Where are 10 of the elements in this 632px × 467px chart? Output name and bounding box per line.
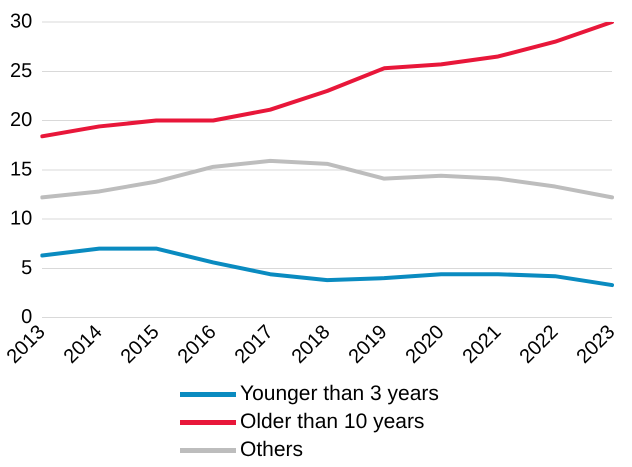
y-tick-label: 30 [10,10,32,33]
y-tick-label: 10 [10,208,32,230]
y-tick-label: 25 [10,60,32,82]
y-tick-label: 5 [21,256,32,279]
legend-label: Older than 10 years [240,410,424,434]
y-tick-label: 0 [21,306,32,328]
y-tick-label: 20 [10,109,32,132]
y-tick-label: 15 [10,158,32,180]
legend-label: Younger than 3 years [240,382,439,406]
legend-label: Others [240,438,304,462]
